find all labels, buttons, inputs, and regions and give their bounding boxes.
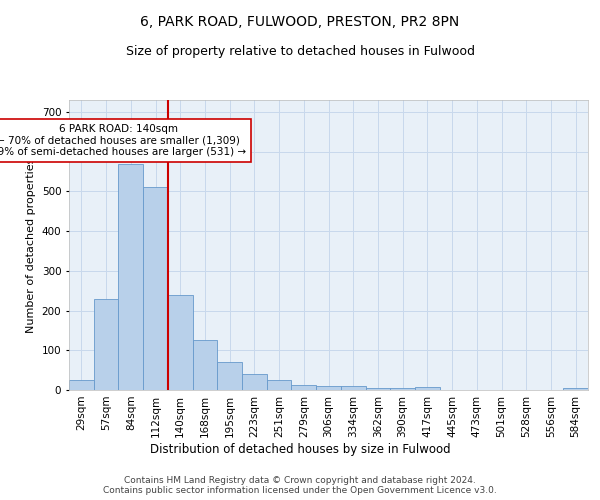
Bar xyxy=(415,387,440,390)
Bar xyxy=(118,164,143,390)
Bar xyxy=(143,188,168,390)
Text: 6, PARK ROAD, FULWOOD, PRESTON, PR2 8PN: 6, PARK ROAD, FULWOOD, PRESTON, PR2 8PN xyxy=(140,15,460,29)
Bar xyxy=(217,362,242,390)
Bar xyxy=(563,388,588,390)
Text: Distribution of detached houses by size in Fulwood: Distribution of detached houses by size … xyxy=(149,442,451,456)
Bar xyxy=(193,340,217,390)
Bar xyxy=(341,386,365,390)
Bar xyxy=(365,388,390,390)
Bar xyxy=(94,298,118,390)
Text: Size of property relative to detached houses in Fulwood: Size of property relative to detached ho… xyxy=(125,45,475,58)
Bar xyxy=(292,385,316,390)
Bar xyxy=(242,374,267,390)
Bar xyxy=(390,388,415,390)
Text: 6 PARK ROAD: 140sqm
← 70% of detached houses are smaller (1,309)
29% of semi-det: 6 PARK ROAD: 140sqm ← 70% of detached ho… xyxy=(0,124,246,157)
Y-axis label: Number of detached properties: Number of detached properties xyxy=(26,158,36,332)
Bar xyxy=(316,386,341,390)
Bar xyxy=(69,380,94,390)
Bar xyxy=(168,294,193,390)
Bar xyxy=(267,380,292,390)
Text: Contains HM Land Registry data © Crown copyright and database right 2024.
Contai: Contains HM Land Registry data © Crown c… xyxy=(103,476,497,495)
